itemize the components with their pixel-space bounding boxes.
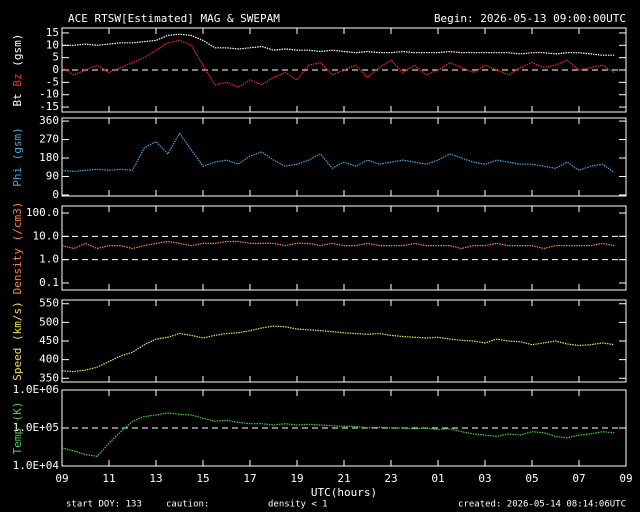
x-tick-label: 01	[431, 472, 444, 485]
y-axis-label: Density (/cm3)	[11, 202, 24, 295]
y-axis-label-part: Temp (K)	[11, 402, 24, 455]
y-axis-label-part: Bt	[11, 93, 24, 106]
y-axis-label: Phi (gsm)	[11, 127, 24, 187]
x-tick-label: 07	[572, 472, 585, 485]
x-tick-label: 05	[525, 472, 538, 485]
y-axis-label: Speed (km/s)	[11, 301, 24, 380]
chart-title: ACE RTSW[Estimated] MAG & SWEPAM	[68, 12, 280, 25]
y-tick-label: 550	[39, 297, 59, 310]
y-tick-label: 400	[39, 353, 59, 366]
y-tick-label: 5	[52, 51, 59, 64]
x-tick-label: 03	[478, 472, 491, 485]
series-line	[61, 132, 615, 173]
y-tick-label: 0	[52, 188, 59, 201]
y-tick-label: 1.0	[39, 253, 59, 266]
y-tick-label: 450	[39, 334, 59, 347]
y-axis-label-part: Density (/cm3)	[11, 202, 24, 295]
y-axis-label-part: (gsm)	[11, 34, 24, 67]
x-tick-label: 09	[55, 472, 68, 485]
series-line	[61, 240, 615, 250]
x-axis-label: UTC(hours)	[311, 486, 377, 499]
x-tick-label: 19	[290, 472, 303, 485]
y-tick-label: 10.0	[33, 229, 60, 242]
x-tick-label: 23	[384, 472, 397, 485]
y-axis-label-part: Speed (km/s)	[11, 301, 24, 380]
y-axis-label-part: Phi (gsm)	[11, 127, 24, 187]
y-tick-label: 15	[46, 26, 59, 39]
caution: caution:	[166, 500, 209, 510]
y-tick-label: -5	[46, 75, 59, 88]
y-tick-label: 0.1	[39, 276, 59, 289]
series-line	[61, 412, 615, 457]
series-line	[62, 33, 615, 56]
y-tick-label: 100.0	[26, 206, 59, 219]
begin-time: Begin: 2026-05-13 09:00:00UTC	[434, 12, 626, 25]
y-tick-label: 10	[46, 38, 59, 51]
y-tick-label: 1.0E+04	[13, 459, 60, 472]
x-tick-label: 17	[243, 472, 256, 485]
y-axis-label: Temp (K)	[11, 402, 24, 455]
y-tick-label: 360	[39, 114, 59, 127]
x-tick-label: 11	[102, 472, 115, 485]
y-tick-label: 90	[46, 170, 59, 183]
y-axis-label: Bt Bz (gsm)	[11, 34, 24, 107]
created-time: created: 2026-05-14 08:14:06UTC	[458, 500, 626, 510]
x-tick-label: 21	[337, 472, 350, 485]
y-tick-label: -10	[39, 88, 59, 101]
plot-frame	[61, 117, 627, 197]
y-tick-label: 350	[39, 371, 59, 384]
x-tick-label: 13	[149, 472, 162, 485]
y-tick-label: 180	[39, 151, 59, 164]
density-note: density < 1	[268, 500, 328, 510]
start-doy: start DOY: 133	[66, 500, 142, 510]
y-tick-label: 0	[52, 63, 59, 76]
plot-frame	[61, 299, 627, 383]
plot-frame	[61, 205, 627, 291]
x-tick-label: 15	[196, 472, 209, 485]
y-tick-label: 270	[39, 133, 59, 146]
y-axis-label-part: Bz	[11, 73, 24, 86]
y-tick-label: -15	[39, 100, 59, 113]
x-tick-label: 09	[619, 472, 632, 485]
series-line	[61, 325, 615, 373]
y-tick-label: 1.0E+06	[13, 383, 59, 396]
y-tick-label: 1.0E+05	[13, 421, 59, 434]
y-tick-label: 500	[39, 315, 59, 328]
series-line	[61, 39, 615, 88]
